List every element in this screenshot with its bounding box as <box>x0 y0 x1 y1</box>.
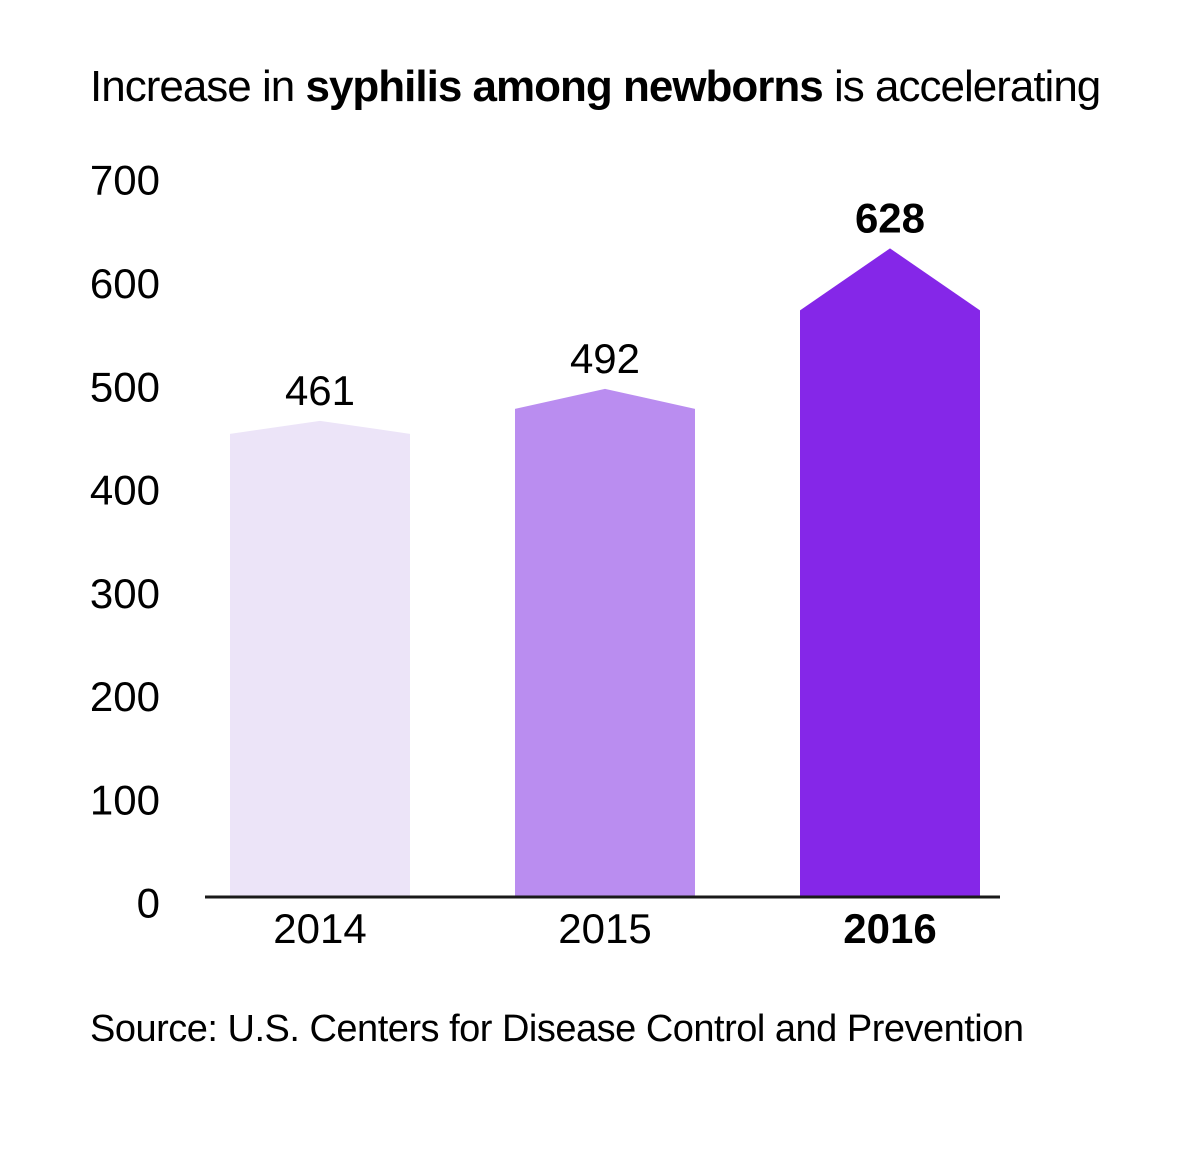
bar-2016 <box>800 248 980 896</box>
x-axis-label-2014: 2014 <box>273 905 366 952</box>
y-tick-label-600: 600 <box>90 260 160 307</box>
y-tick-label-300: 300 <box>90 570 160 617</box>
chart-title-emphasis: syphilis among newborns <box>305 62 823 111</box>
chart-title: Increase in syphilis among newborns is a… <box>90 62 1101 112</box>
bar-value-label-2016: 628 <box>855 194 925 241</box>
bar-2015 <box>515 388 695 896</box>
y-tick-label-0: 0 <box>137 880 160 927</box>
x-axis-label-2015: 2015 <box>558 905 651 952</box>
chart-title-suffix: is accelerating <box>822 62 1101 111</box>
source-attribution: Source: U.S. Centers for Disease Control… <box>90 1008 1024 1050</box>
y-tick-label-400: 400 <box>90 467 160 514</box>
x-axis-label-2016: 2016 <box>843 905 936 952</box>
chart-title-prefix: Increase in <box>90 62 306 111</box>
y-tick-label-700: 700 <box>90 157 160 204</box>
y-tick-label-500: 500 <box>90 363 160 410</box>
y-tick-label-100: 100 <box>90 776 160 823</box>
bar-value-label-2015: 492 <box>570 335 640 382</box>
bar-value-label-2014: 461 <box>285 367 355 414</box>
bar-2014 <box>230 420 410 896</box>
y-tick-label-200: 200 <box>90 673 160 720</box>
